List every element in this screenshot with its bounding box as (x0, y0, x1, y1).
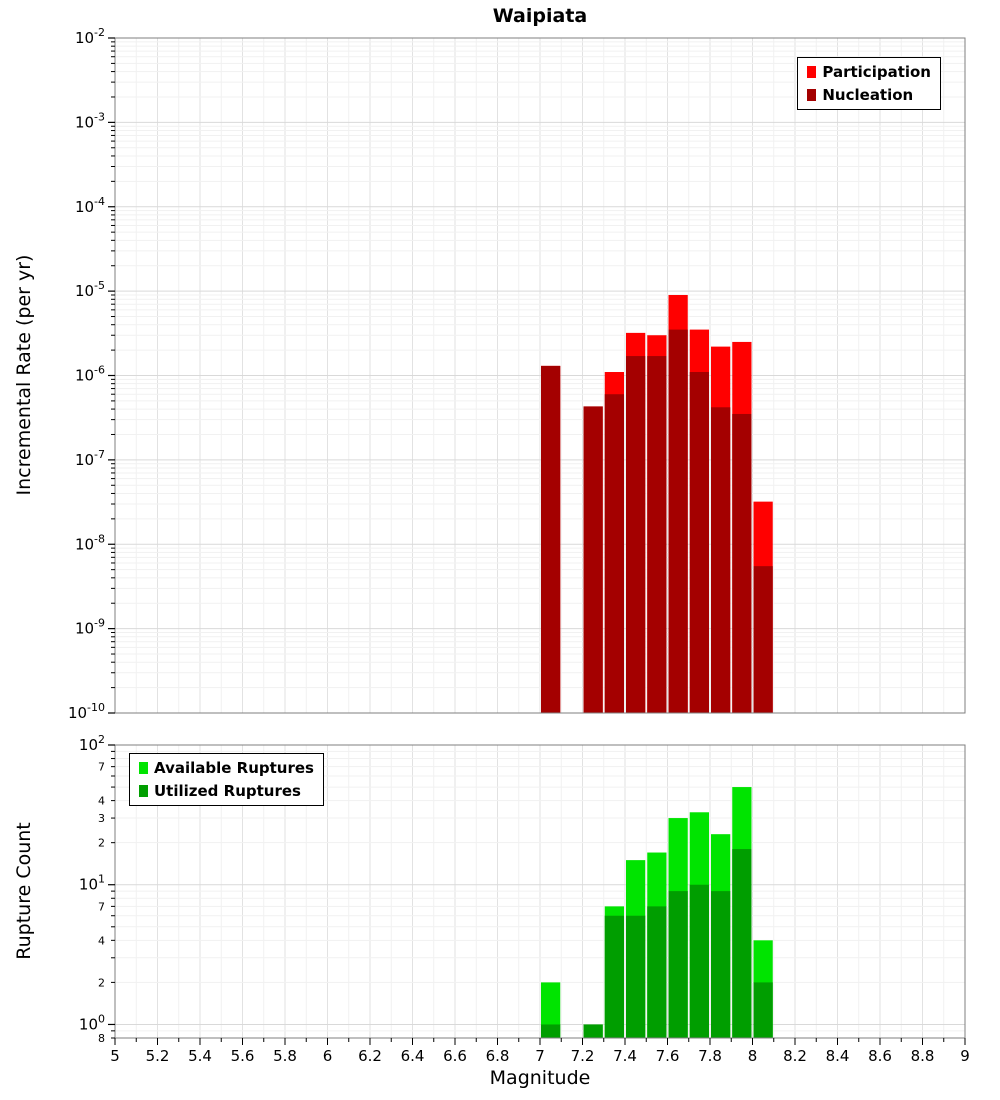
legend-item-available-ruptures: Available Ruptures (139, 759, 314, 777)
x-tick-label: 7.6 (656, 1047, 680, 1065)
x-tick-label: 8.6 (868, 1047, 892, 1065)
nucleation-bar (626, 356, 646, 713)
nucleation-bar (711, 407, 731, 713)
x-tick-label: 6.2 (358, 1047, 382, 1065)
nucleation-bar (689, 372, 709, 713)
utilized-ruptures-bar (604, 915, 624, 1038)
utilized-ruptures-bar (668, 891, 688, 1038)
legend-label-utilized-ruptures: Utilized Ruptures (154, 782, 301, 800)
legend-label-nucleation: Nucleation (822, 86, 914, 104)
y-minor-tick-label: 4 (98, 934, 105, 947)
y-tick-label: 10-6 (75, 364, 105, 385)
y-minor-tick-label: 2 (98, 837, 105, 850)
x-tick-label: 6 (323, 1047, 333, 1065)
legend-item-utilized-ruptures: Utilized Ruptures (139, 782, 314, 800)
nucleation-bar (647, 356, 667, 713)
participation-swatch-icon (807, 66, 817, 78)
y-axis-label-count: Rupture Count (13, 822, 35, 960)
y-tick-label: 10-2 (75, 26, 105, 47)
x-tick-label: 7.4 (613, 1047, 637, 1065)
y-tick-label: 10-4 (75, 195, 105, 216)
legend-rate: Participation Nucleation (797, 57, 941, 110)
legend-item-nucleation: Nucleation (807, 86, 931, 104)
utilized-ruptures-bar (689, 884, 709, 1038)
x-tick-label: 7.2 (571, 1047, 595, 1065)
x-tick-label: 5.6 (231, 1047, 255, 1065)
legend-item-participation: Participation (807, 63, 931, 81)
utilized-ruptures-bar (732, 849, 752, 1038)
y-minor-tick-label: 8 (98, 1032, 105, 1045)
y-tick-label: 10-5 (75, 279, 105, 300)
y-tick-label: 10-3 (75, 110, 105, 131)
x-tick-label: 8.2 (783, 1047, 807, 1065)
utilized-ruptures-bar (647, 906, 667, 1038)
x-tick-label: 9 (960, 1047, 970, 1065)
utilized-ruptures-bar (711, 891, 731, 1038)
y-minor-tick-label: 3 (98, 812, 105, 825)
panel-incremental-rate: 10-2 10-3 10-4 10-5 10-6 10-7 10-8 10-9 10-10 (68, 26, 966, 722)
utilized-ruptures-bar (541, 1024, 561, 1038)
utilized-ruptures-swatch-icon (139, 785, 148, 797)
legend-label-available-ruptures: Available Ruptures (154, 759, 314, 777)
nucleation-bar (668, 329, 688, 713)
legend-count: Available Ruptures Utilized Ruptures (129, 753, 324, 806)
nucleation-swatch-icon (807, 89, 817, 101)
x-tick-label: 5 (110, 1047, 120, 1065)
y-tick-label: 102 (79, 733, 105, 754)
y-tick-label: 10-8 (75, 532, 105, 553)
y-minor-tick-label: 7 (98, 761, 105, 774)
x-tick-label: 5.8 (273, 1047, 297, 1065)
x-tick-label: 8 (748, 1047, 758, 1065)
y-tick-label: 101 (79, 873, 105, 894)
utilized-ruptures-bar (753, 982, 773, 1038)
x-tick-label: 7.8 (698, 1047, 722, 1065)
chart-title: Waipiata (492, 5, 588, 27)
y-tick-label: 10-7 (75, 448, 105, 469)
y-minor-tick-label: 2 (98, 976, 105, 989)
nucleation-bar (583, 406, 603, 713)
utilized-ruptures-bar (583, 1024, 603, 1038)
x-tick-label: 5.4 (188, 1047, 212, 1065)
available-ruptures-bar (541, 982, 561, 1038)
x-axis-label: Magnitude (489, 1067, 591, 1089)
y-minor-tick-label: 4 (98, 795, 105, 808)
available-ruptures-swatch-icon (139, 762, 148, 774)
x-tick-label: 8.4 (826, 1047, 850, 1065)
nucleation-bar (541, 365, 561, 713)
x-tick-label: 8.8 (911, 1047, 935, 1065)
y-tick-label: 10-9 (75, 617, 105, 638)
nucleation-bar (604, 394, 624, 713)
x-tick-label: 6.6 (443, 1047, 467, 1065)
x-tick-label: 5.2 (146, 1047, 170, 1065)
x-tick-label: 6.8 (486, 1047, 510, 1065)
y-tick-label: 10-10 (68, 701, 105, 722)
y-minor-tick-label: 7 (98, 900, 105, 913)
nucleation-bar (753, 566, 773, 713)
utilized-ruptures-bar (626, 915, 646, 1038)
nucleation-bar (732, 413, 752, 713)
y-axis-label-rate: Incremental Rate (per yr) (13, 254, 35, 496)
x-tick-label: 7 (535, 1047, 545, 1065)
legend-label-participation: Participation (822, 63, 931, 81)
y-tick-label: 100 (79, 1012, 105, 1033)
x-tick-label: 6.4 (401, 1047, 425, 1065)
